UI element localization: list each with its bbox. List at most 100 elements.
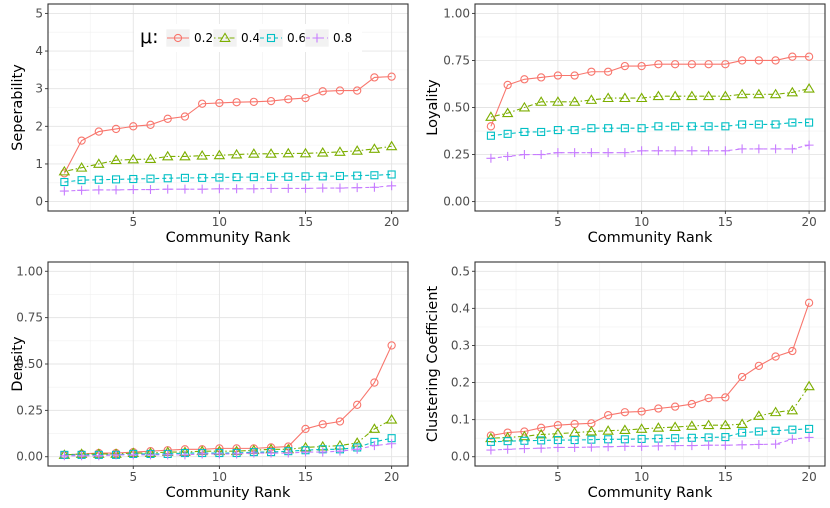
data-point bbox=[653, 441, 663, 451]
data-point bbox=[284, 172, 293, 181]
data-point bbox=[267, 172, 276, 181]
data-point bbox=[537, 127, 546, 137]
data-point bbox=[180, 450, 190, 460]
x-axis-label: Community Rank bbox=[166, 485, 291, 501]
data-point bbox=[213, 149, 226, 160]
y-tick-label: 0.75 bbox=[443, 53, 470, 67]
data-point bbox=[129, 174, 138, 184]
data-point bbox=[503, 151, 513, 161]
data-point bbox=[602, 92, 614, 103]
data-point bbox=[387, 439, 397, 449]
data-point bbox=[59, 451, 69, 461]
data-point bbox=[266, 183, 276, 193]
data-point bbox=[687, 60, 697, 69]
data-point bbox=[316, 146, 329, 157]
data-point bbox=[520, 127, 529, 137]
data-point bbox=[603, 411, 613, 420]
x-tick-label: 20 bbox=[384, 215, 399, 229]
data-point bbox=[754, 120, 763, 129]
data-point bbox=[619, 424, 631, 434]
series-line-0.8 bbox=[64, 185, 392, 192]
data-point bbox=[385, 413, 398, 424]
y-tick-label: 0.0 bbox=[451, 450, 470, 464]
y-tick-label: 0.75 bbox=[16, 311, 43, 325]
data-point bbox=[704, 122, 713, 131]
data-point bbox=[654, 60, 663, 69]
data-point bbox=[214, 184, 224, 194]
data-point bbox=[352, 444, 362, 454]
data-point bbox=[585, 425, 598, 436]
data-point bbox=[249, 184, 259, 194]
data-point bbox=[144, 153, 157, 164]
data-point bbox=[230, 148, 243, 159]
series-line-0.6 bbox=[64, 437, 392, 456]
data-point bbox=[266, 96, 276, 106]
data-point bbox=[804, 140, 814, 150]
series-line-0.2 bbox=[490, 56, 810, 127]
data-point bbox=[179, 150, 191, 161]
data-point bbox=[620, 148, 630, 158]
x-tick-label: 15 bbox=[298, 215, 313, 229]
data-point bbox=[620, 61, 630, 71]
data-point bbox=[249, 97, 258, 107]
legend-label: 0.2 bbox=[194, 31, 213, 45]
data-point bbox=[503, 129, 512, 138]
data-point bbox=[754, 427, 763, 436]
data-point bbox=[111, 175, 121, 184]
y-tick-label: 3 bbox=[35, 82, 43, 96]
data-point bbox=[721, 60, 730, 69]
data-point bbox=[301, 93, 310, 103]
data-point bbox=[214, 449, 224, 459]
y-axis-label: Clustering Coefficient bbox=[425, 286, 441, 443]
data-point bbox=[486, 122, 496, 131]
y-tick-label: 1.00 bbox=[443, 6, 470, 20]
data-point bbox=[94, 127, 103, 136]
data-point bbox=[163, 174, 172, 183]
data-point bbox=[197, 449, 207, 459]
data-point bbox=[771, 426, 780, 435]
data-point bbox=[387, 341, 396, 350]
data-point bbox=[318, 172, 327, 181]
series-line-0.4 bbox=[64, 145, 392, 173]
panels: 0 1 2 3 4 5 5 10 15 20 Community Rank Seperability 0… bbox=[10, 3, 826, 501]
data-point bbox=[771, 120, 780, 129]
data-point bbox=[128, 185, 138, 195]
y-tick-label: 0.50 bbox=[443, 101, 470, 115]
data-point bbox=[585, 94, 598, 104]
data-point bbox=[387, 72, 396, 81]
x-axis-label: Community Rank bbox=[588, 230, 713, 246]
data-point bbox=[654, 122, 663, 131]
data-point bbox=[619, 92, 631, 103]
legend-key bbox=[212, 28, 238, 48]
data-point bbox=[552, 428, 564, 438]
x-tick-label: 5 bbox=[129, 215, 137, 229]
data-point bbox=[215, 173, 224, 182]
data-point bbox=[786, 86, 799, 97]
chart-panel-2: 0.00 0.25 0.50 0.75 1.00 5 10 15 20 Community Ran… bbox=[425, 3, 826, 246]
data-point bbox=[536, 73, 546, 82]
data-point bbox=[75, 162, 88, 172]
y-tick-label: 0.2 bbox=[451, 376, 470, 390]
data-point bbox=[94, 175, 103, 184]
y-tick-label: 0.00 bbox=[16, 450, 43, 464]
data-point bbox=[788, 118, 797, 127]
y-tick-label: 0.1 bbox=[451, 413, 470, 427]
data-point bbox=[501, 107, 514, 118]
data-point bbox=[334, 146, 346, 156]
legend: μ: 0.2 0.4 0.6 0.8 bbox=[134, 24, 362, 52]
data-point bbox=[637, 407, 646, 416]
data-point bbox=[653, 146, 663, 156]
data-point bbox=[805, 424, 814, 433]
x-tick-label: 10 bbox=[634, 215, 649, 229]
x-tick-label: 15 bbox=[718, 215, 733, 229]
data-point bbox=[737, 144, 747, 154]
data-point bbox=[702, 90, 715, 101]
data-point bbox=[788, 425, 797, 434]
data-point bbox=[503, 428, 512, 437]
data-point bbox=[318, 447, 328, 457]
data-point bbox=[94, 185, 104, 195]
x-tick-label: 15 bbox=[298, 470, 313, 484]
data-point bbox=[587, 124, 596, 133]
y-tick-label: 2 bbox=[35, 119, 43, 133]
